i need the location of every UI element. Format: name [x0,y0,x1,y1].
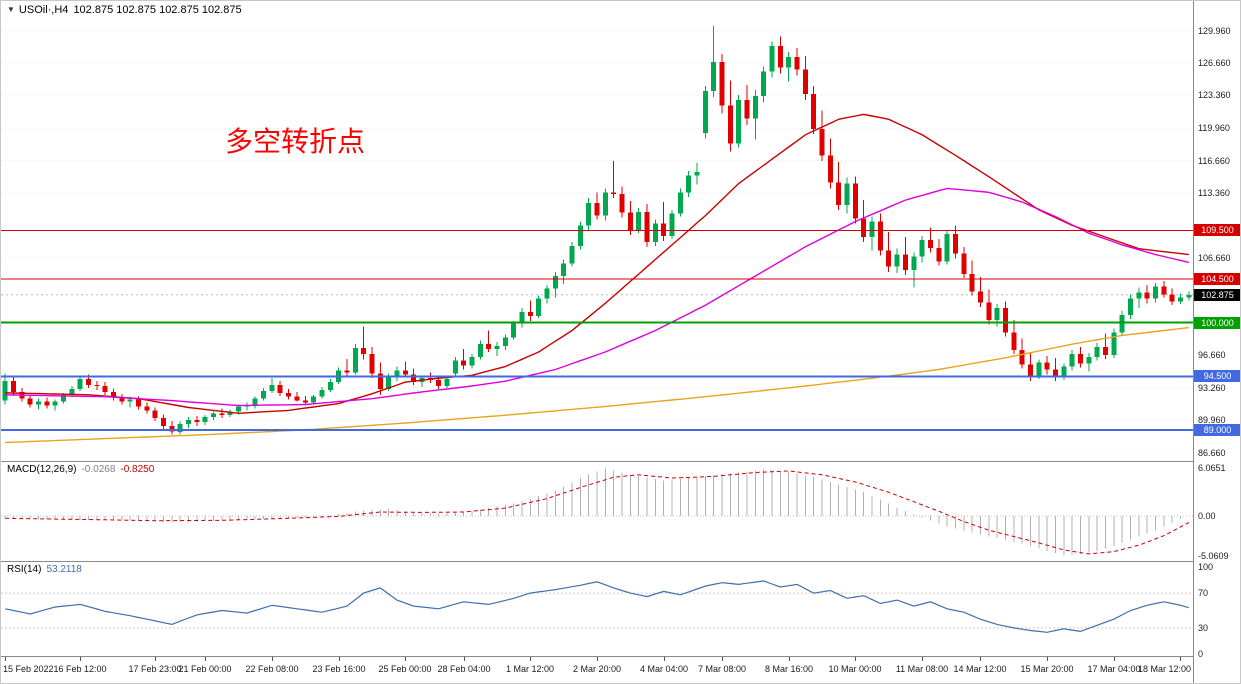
time-axis-tick [980,657,981,661]
chart-menu-icon[interactable]: ▼ [7,5,15,14]
price-tick-label: 106.660 [1198,253,1231,263]
price-tick-label: 96.660 [1198,350,1226,360]
time-axis-tick [597,657,598,661]
macd-scale-label: 0.00 [1198,511,1216,521]
time-axis-label: 28 Feb 04:00 [437,664,491,674]
macd-signal-value: -0.8250 [120,464,155,475]
time-axis-label: 14 Mar 12:00 [953,664,1007,674]
time-axis-label: 7 Mar 08:00 [697,664,747,674]
time-axis-tick [1114,657,1115,661]
time-axis-label: 15 Mar 20:00 [1020,664,1074,674]
rsi-panel-divider[interactable] [1,561,1240,562]
price-level-label: 102.875 [1194,289,1240,301]
time-axis-label: 15 Feb 2022 [3,664,54,674]
time-axis-tick [272,657,273,661]
price-tick-label: 129.960 [1198,26,1231,36]
candles[interactable] [2,25,1192,435]
price-scale[interactable]: 129.960 126.660 123.360 119.960 116.660 113.3… [1194,1,1240,683]
time-axis-tick [155,657,156,661]
time-axis-label: 16 Feb 12:00 [53,664,107,674]
time-axis-tick [405,657,406,661]
price-level-label: 109.500 [1194,224,1240,236]
macd-histogram [4,468,1190,556]
horizontal-level-lines[interactable] [1,229,1193,431]
time-axis-label: 2 Mar 20:00 [572,664,622,674]
rsi-panel-canvas[interactable] [1,562,1193,656]
symbol-period-label: USOil·,H4 [18,4,69,16]
rsi-scale-label: 70 [1198,588,1209,598]
price-level-label: 104.500 [1194,273,1240,285]
rsi-header: RSI(14) 53.2118 [7,564,87,575]
main-chart-canvas[interactable] [1,18,1193,461]
time-axis-tick [464,657,465,661]
time-axis-label: 23 Feb 16:00 [312,664,366,674]
time-axis-tick [789,657,790,661]
price-tick-label: 89.960 [1198,415,1226,425]
price-tick-label: 113.360 [1198,188,1230,198]
macd-panel-divider[interactable] [1,461,1240,462]
price-tick-label: 86.660 [1198,448,1226,458]
rsi-scale-label: 100 [1198,562,1214,572]
time-axis-tick [339,657,340,661]
time-axis-tick [1180,657,1181,661]
ma-mid-line[interactable] [5,187,1189,407]
time-axis-tick [5,657,6,661]
price-tick-label: 126.660 [1198,58,1231,68]
time-axis-tick [922,657,923,661]
rsi-value: 53.2118 [46,564,82,575]
time-axis-divider [1,656,1240,657]
rsi-line [5,580,1189,633]
price-tick-label: 123.360 [1198,90,1231,100]
time-axis-tick [80,657,81,661]
annotation-text[interactable]: 多空转折点 [225,126,366,157]
macd-panel-canvas[interactable] [1,462,1193,561]
price-scale-border [1193,1,1194,683]
macd-scale-label: 6.0651 [1198,463,1226,473]
price-tick-label: 116.660 [1198,156,1230,166]
time-axis-label: 4 Mar 04:00 [639,664,689,674]
grid-lines [1,30,1193,454]
ohlc-values: 102.875 102.875 102.875 102.875 [73,4,242,16]
time-axis-label: 1 Mar 12:00 [505,664,555,674]
macd-header: MACD(12,26,9) -0.0268 -0.8250 [7,464,159,475]
price-level-label: 94.500 [1194,370,1240,382]
time-axis-label: 10 Mar 00:00 [828,664,882,674]
time-axis-label: 22 Feb 08:00 [245,664,299,674]
time-axis-label: 25 Feb 00:00 [378,664,432,674]
price-level-label: 100.000 [1194,317,1240,329]
rsi-label: RSI(14) [7,564,42,575]
macd-scale-label: -5.0609 [1198,551,1229,561]
time-axis-tick [664,657,665,661]
ma-fast-line[interactable] [5,113,1189,415]
time-axis-label: 8 Mar 16:00 [764,664,814,674]
time-axis-tick [205,657,206,661]
ma-slow-line[interactable] [5,326,1189,444]
time-axis-label: 17 Feb 23:00 [128,664,182,674]
price-tick-label: 119.960 [1198,123,1230,133]
rsi-scale-label: 30 [1198,623,1209,633]
time-axis-tick [530,657,531,661]
macd-main-value: -0.0268 [81,464,116,475]
symbol-bar: ▼ USOil·,H4 102.875 102.875 102.875 102.87… [7,4,242,16]
time-axis-label: 17 Mar 04:00 [1087,664,1141,674]
macd-label: MACD(12,26,9) [7,464,77,475]
time-axis-label: 21 Feb 00:00 [178,664,232,674]
price-level-label: 89.000 [1194,424,1240,436]
price-tick-label: 93.260 [1198,383,1226,393]
time-axis-tick [1047,657,1048,661]
time-axis[interactable]: 15 Feb 2022 16 Feb 12:00 17 Feb 23:00 21 Fe… [1,657,1193,683]
time-axis-label: 11 Mar 08:00 [895,664,949,674]
macd-signal-line [5,470,1190,555]
time-axis-tick [722,657,723,661]
time-axis-tick [855,657,856,661]
rsi-scale-label: 0 [1198,649,1204,659]
time-axis-label: 18 Mar 12:00 [1137,664,1191,674]
